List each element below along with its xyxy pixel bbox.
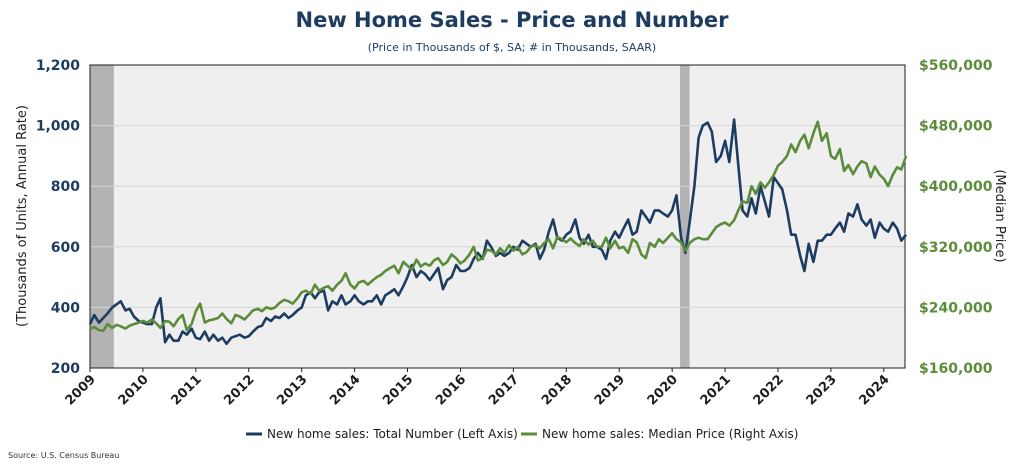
x-tick-label: 2010 xyxy=(116,372,152,408)
x-tick-label: 2013 xyxy=(274,372,310,408)
recession-band xyxy=(680,65,690,368)
x-tick-label: 2020 xyxy=(645,372,681,408)
recession-bands xyxy=(90,65,690,368)
legend-label-total-number: New home sales: Total Number (Left Axis) xyxy=(267,427,518,441)
x-tick-label: 2012 xyxy=(221,372,257,408)
y-tick-right-label: $320,000 xyxy=(919,240,993,256)
left-axis-ticks: 200 400 600 800 1,000 1,200 xyxy=(36,58,81,377)
recession-band xyxy=(90,65,114,368)
x-tick-label: 2024 xyxy=(856,372,892,408)
y-tick-left-label: 600 xyxy=(51,240,80,256)
chart-subtitle: (Price in Thousands of $, SA; # in Thous… xyxy=(368,41,656,54)
series-line-median-price xyxy=(89,120,908,333)
y-tick-right-label: $160,000 xyxy=(919,361,993,377)
gridlines xyxy=(90,125,905,308)
x-tick-label: 2021 xyxy=(698,372,734,408)
y-tick-right-label: $240,000 xyxy=(919,300,993,316)
plot-frame xyxy=(89,64,906,369)
y-tick-left-label: 200 xyxy=(51,361,80,377)
x-tick-label: 2011 xyxy=(168,372,204,408)
x-tick-label: 2015 xyxy=(380,372,416,408)
plot-area xyxy=(90,65,905,368)
y-axis-right-label: (Median Price) xyxy=(992,169,1007,262)
x-tick-label: 2023 xyxy=(804,372,840,408)
y-tick-right-label: $480,000 xyxy=(919,119,993,135)
y-axis-left-label: (Thousands of Units, Annual Rate) xyxy=(15,105,30,327)
x-tick-label: 2018 xyxy=(539,372,575,408)
y-tick-left-label: 400 xyxy=(51,300,80,316)
chart-title: New Home Sales - Price and Number xyxy=(296,8,730,32)
series-line-total-number xyxy=(88,118,908,346)
y-tick-right-label: $560,000 xyxy=(919,58,993,74)
legend-label-median-price: New home sales: Median Price (Right Axis… xyxy=(542,427,798,441)
x-tick-label: 2009 xyxy=(63,372,99,408)
x-tick-label: 2016 xyxy=(433,372,469,408)
x-tick-label: 2017 xyxy=(486,372,522,408)
x-tick-label: 2019 xyxy=(592,372,628,408)
x-tick-label: 2022 xyxy=(751,372,787,408)
y-tick-left-label: 1,000 xyxy=(36,119,81,135)
y-tick-left-label: 800 xyxy=(51,179,80,195)
y-tick-left-label: 1,200 xyxy=(36,58,81,74)
x-axis-ticks: 2009 2010 2011 2012 2013 2014 2015 2016 2017 2018… xyxy=(63,368,893,408)
source-note: Source: U.S. Census Bureau xyxy=(8,451,119,460)
legend: New home sales: Total Number (Left Axis)… xyxy=(246,427,798,441)
x-tick-label: 2014 xyxy=(327,372,363,408)
y-tick-right-label: $400,000 xyxy=(919,179,993,195)
series-layer xyxy=(88,118,908,346)
right-axis-ticks: $160,000 $240,000 $320,000 $400,000 $480,000… xyxy=(919,58,993,377)
